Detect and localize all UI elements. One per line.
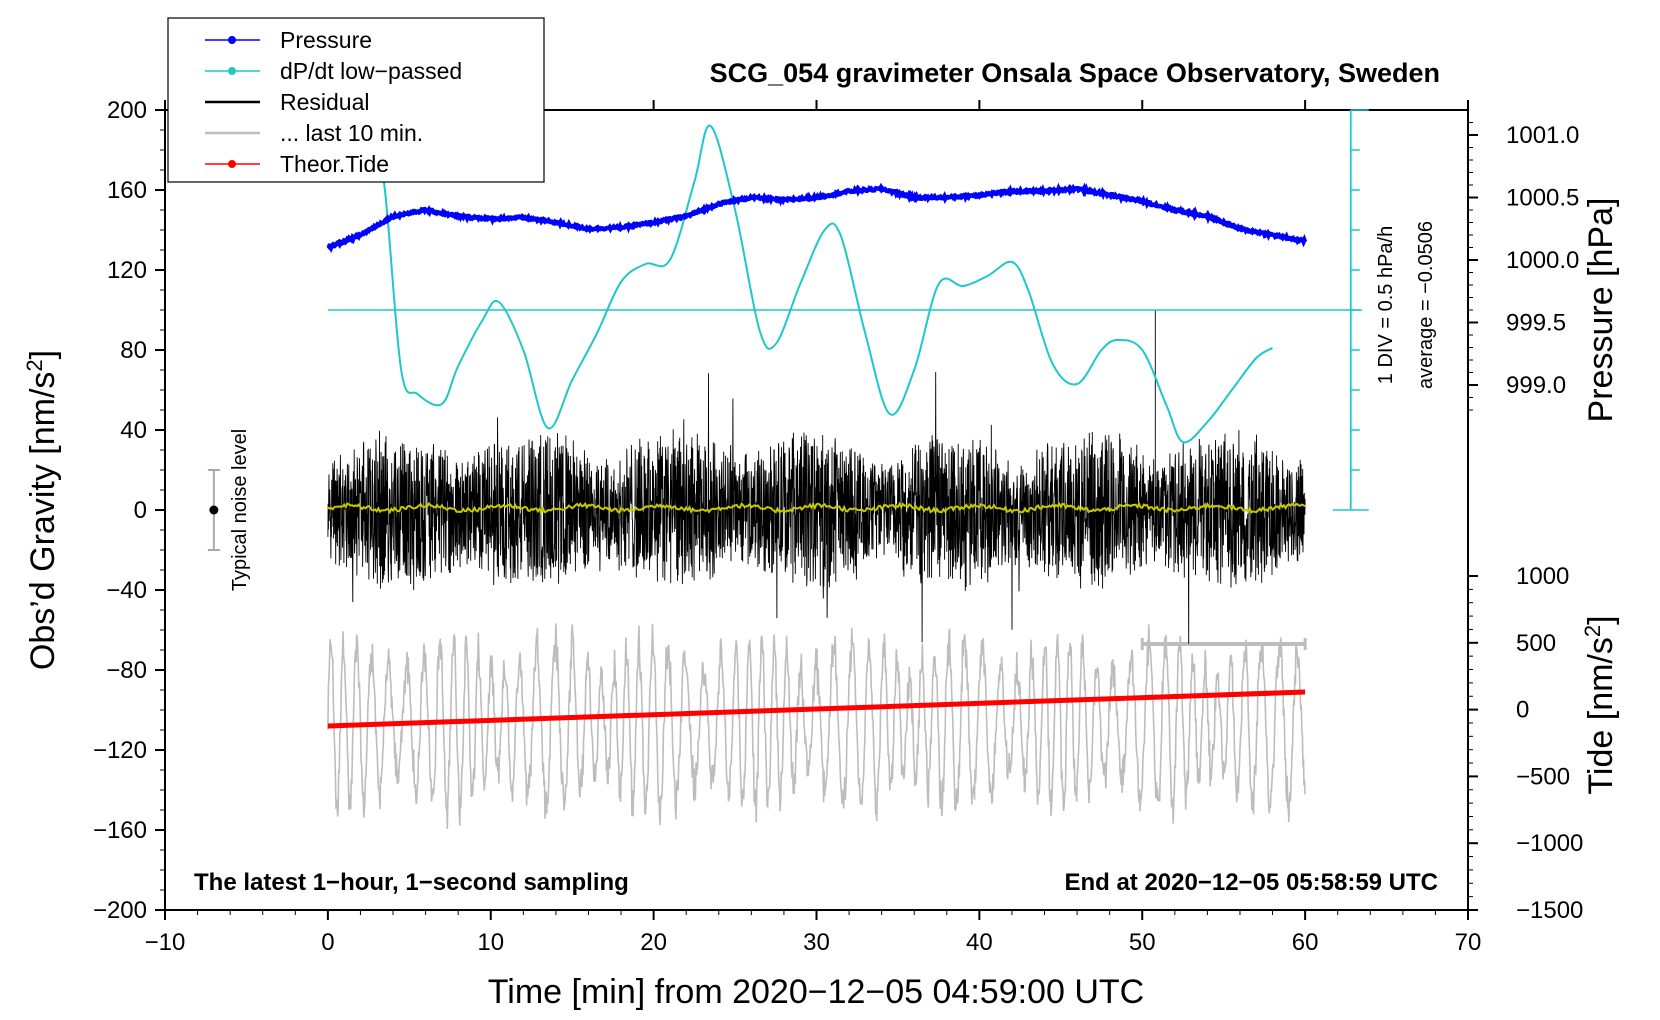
x-tick-label: 60 xyxy=(1292,929,1319,956)
tide-axis-title-sup: 2 xyxy=(1580,625,1605,637)
x-axis-title: Time [min] from 2020−12−05 04:59:00 UTC xyxy=(488,973,1144,1011)
tide-tick-label: 500 xyxy=(1516,630,1556,657)
y-tick-label: 120 xyxy=(107,257,147,284)
y-tick-label: −120 xyxy=(93,737,147,764)
pressure-tick-label: 1000.0 xyxy=(1506,247,1579,274)
legend-marker xyxy=(228,67,236,75)
annotation-left: The latest 1−hour, 1−second sampling xyxy=(194,869,629,896)
legend-items: Pressure dP/dt low−passed Residual ... last… xyxy=(205,27,462,177)
pressure-tick-label: 999.5 xyxy=(1506,310,1566,337)
y-tick-label: 40 xyxy=(120,417,147,444)
legend-marker xyxy=(228,36,236,44)
pressure-tick-label: 1001.0 xyxy=(1506,122,1579,149)
tide-tick-label: 0 xyxy=(1516,697,1529,724)
y-tick-label: −40 xyxy=(106,577,147,604)
y-tick-label: 160 xyxy=(107,177,147,204)
tide-tick-label: 1000 xyxy=(1516,563,1569,590)
x-tick-label: −10 xyxy=(145,929,186,956)
y-axis-title-sup: 2 xyxy=(22,359,47,371)
axes-layer: −10 0 10 20 30 40 50 60 70 200 160 120 80 40 0 −40 −80 −1… xyxy=(93,97,1583,956)
x-tick-label: 70 xyxy=(1455,929,1482,956)
y-tick-label: −200 xyxy=(93,897,147,924)
y-tick-label: 200 xyxy=(107,97,147,124)
y-tick-label: 0 xyxy=(134,497,147,524)
x-tick-label: 20 xyxy=(640,929,667,956)
chart-title: SCG_054 gravimeter Onsala Space Observat… xyxy=(710,58,1440,88)
legend-label: Pressure xyxy=(280,27,372,53)
legend-box xyxy=(167,17,545,183)
legend: Pressure dP/dt low−passed Residual ... last… xyxy=(167,17,545,183)
theor-tide-line xyxy=(327,689,1306,729)
noise-dot xyxy=(209,505,219,515)
legend-label: Theor.Tide xyxy=(280,151,389,177)
y-tick-label: −80 xyxy=(106,657,147,684)
dpdt-line xyxy=(371,110,1274,444)
y-tick-label: −160 xyxy=(93,817,147,844)
scale-bar-label-average: average = −0.0506 xyxy=(1415,221,1437,389)
tide-axis-title: Tide [nm/s2] xyxy=(1580,615,1620,794)
tide-tick-label: −500 xyxy=(1516,763,1570,790)
annotation-right: End at 2020−12−05 05:58:59 UTC xyxy=(1064,869,1438,896)
x-tick-label: 30 xyxy=(803,929,830,956)
last-10-min-line xyxy=(327,623,1306,829)
legend-label: Residual xyxy=(280,89,370,115)
y-tick-label: 80 xyxy=(120,337,147,364)
scale-bar-label-div: 1 DIV = 0.5 hPa/h xyxy=(1375,226,1397,384)
x-tick-label: 0 xyxy=(321,929,334,956)
x-tick-label: 10 xyxy=(477,929,504,956)
noise-level-label: Typical noise level xyxy=(229,429,251,591)
x-tick-label: 40 xyxy=(966,929,993,956)
pressure-line xyxy=(326,182,1308,254)
tide-tick-label: −1000 xyxy=(1516,830,1583,857)
y-axis-title: Obs’d Gravity [nm/s2] xyxy=(22,350,62,670)
residual-line xyxy=(327,310,1306,644)
legend-label: dP/dt low−passed xyxy=(280,58,462,84)
pressure-tick-label: 1000.5 xyxy=(1506,185,1579,212)
pressure-tick-label: 999.0 xyxy=(1506,372,1566,399)
x-tick-label: 50 xyxy=(1129,929,1156,956)
legend-label: ... last 10 min. xyxy=(280,120,423,146)
legend-marker xyxy=(228,160,236,168)
residual-smoothed-line xyxy=(327,501,1306,515)
pressure-axis-title: Pressure [hPa] xyxy=(1582,198,1620,423)
tide-tick-label: −1500 xyxy=(1516,897,1583,924)
series-layer xyxy=(207,109,1369,829)
